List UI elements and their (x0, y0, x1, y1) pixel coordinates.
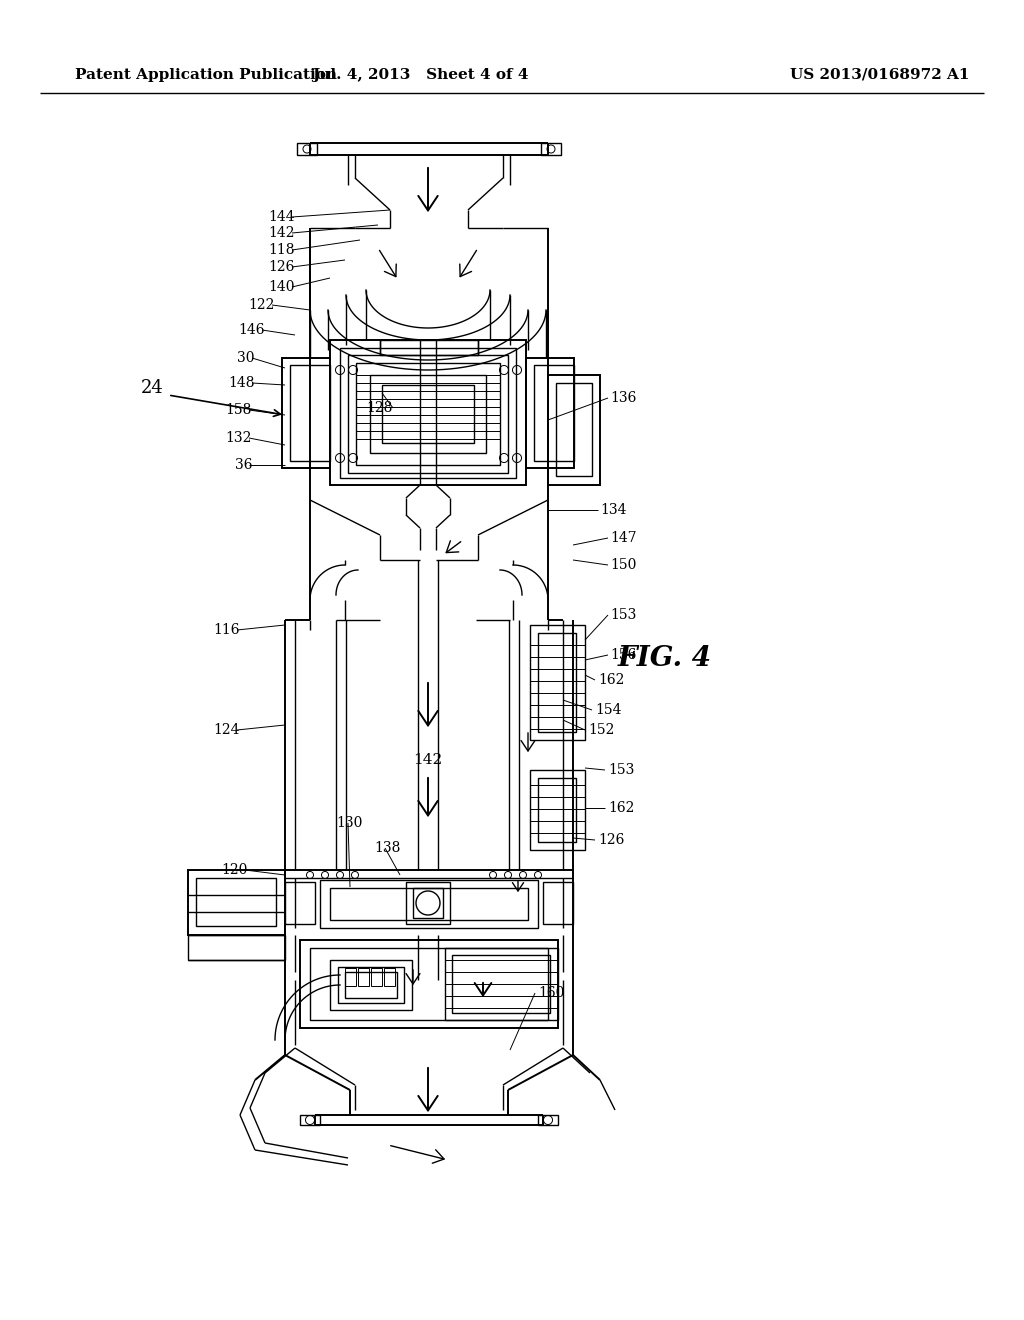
Text: 122: 122 (249, 298, 275, 312)
Bar (413, 888, 443, 917)
Text: 140: 140 (268, 280, 295, 294)
Text: FIG. 4: FIG. 4 (618, 644, 712, 672)
Bar (290, 366, 330, 461)
Bar (538, 634, 575, 733)
Bar (310, 948, 548, 1020)
Bar (371, 968, 382, 986)
Bar (406, 882, 450, 924)
Text: 150: 150 (610, 558, 636, 572)
Text: 154: 154 (595, 704, 622, 717)
Text: 146: 146 (239, 323, 265, 337)
Bar (370, 375, 486, 453)
Text: 153: 153 (610, 609, 636, 622)
Text: 144: 144 (268, 210, 295, 224)
Bar (445, 948, 558, 1020)
Bar (356, 363, 500, 465)
Bar (530, 624, 585, 741)
Bar (338, 968, 404, 1003)
Bar (300, 1115, 319, 1125)
Text: 160: 160 (538, 986, 564, 1001)
Bar (530, 770, 585, 850)
Bar (543, 882, 573, 924)
Bar (330, 341, 526, 484)
Bar (348, 355, 508, 473)
Text: 132: 132 (225, 432, 252, 445)
Text: 126: 126 (598, 833, 625, 847)
Bar (534, 366, 574, 461)
Bar (538, 1115, 558, 1125)
Bar (384, 968, 395, 986)
Bar (556, 383, 592, 477)
Bar (297, 143, 317, 154)
Bar (541, 143, 561, 154)
Bar (382, 385, 474, 444)
Text: Jul. 4, 2013   Sheet 4 of 4: Jul. 4, 2013 Sheet 4 of 4 (311, 69, 528, 82)
Text: 148: 148 (228, 376, 255, 389)
Text: 136: 136 (610, 391, 636, 405)
Text: 156: 156 (610, 648, 636, 663)
Text: 142: 142 (268, 226, 295, 240)
Text: 130: 130 (337, 816, 364, 830)
Bar (452, 954, 550, 1012)
Text: 120: 120 (221, 863, 248, 876)
Bar (345, 972, 397, 998)
Bar (330, 888, 528, 920)
Text: US 2013/0168972 A1: US 2013/0168972 A1 (791, 69, 970, 82)
Bar (196, 878, 276, 927)
Text: 124: 124 (213, 723, 240, 737)
Bar (285, 882, 315, 924)
Text: 128: 128 (367, 401, 393, 414)
Text: 158: 158 (225, 403, 252, 417)
Bar (538, 777, 575, 842)
Text: 162: 162 (598, 673, 625, 686)
Bar (340, 348, 516, 478)
Text: 153: 153 (608, 763, 635, 777)
Text: 36: 36 (234, 458, 252, 473)
Text: 134: 134 (600, 503, 627, 517)
Bar (319, 880, 538, 928)
Bar (188, 870, 285, 935)
Bar (345, 968, 356, 986)
Text: 30: 30 (238, 351, 255, 366)
Bar (526, 358, 574, 469)
Bar (300, 940, 558, 1028)
Text: 138: 138 (375, 841, 401, 855)
Text: 162: 162 (608, 801, 635, 814)
Bar (330, 960, 412, 1010)
Text: 118: 118 (268, 243, 295, 257)
Text: 24: 24 (140, 379, 164, 397)
Text: 152: 152 (588, 723, 614, 737)
Bar (358, 968, 369, 986)
Text: 142: 142 (414, 752, 442, 767)
Text: Patent Application Publication: Patent Application Publication (75, 69, 337, 82)
Bar (548, 375, 600, 484)
Bar (380, 341, 478, 355)
Bar (282, 358, 330, 469)
Bar (188, 935, 285, 960)
Text: 147: 147 (610, 531, 637, 545)
Text: 126: 126 (268, 260, 295, 275)
Text: 116: 116 (213, 623, 240, 638)
